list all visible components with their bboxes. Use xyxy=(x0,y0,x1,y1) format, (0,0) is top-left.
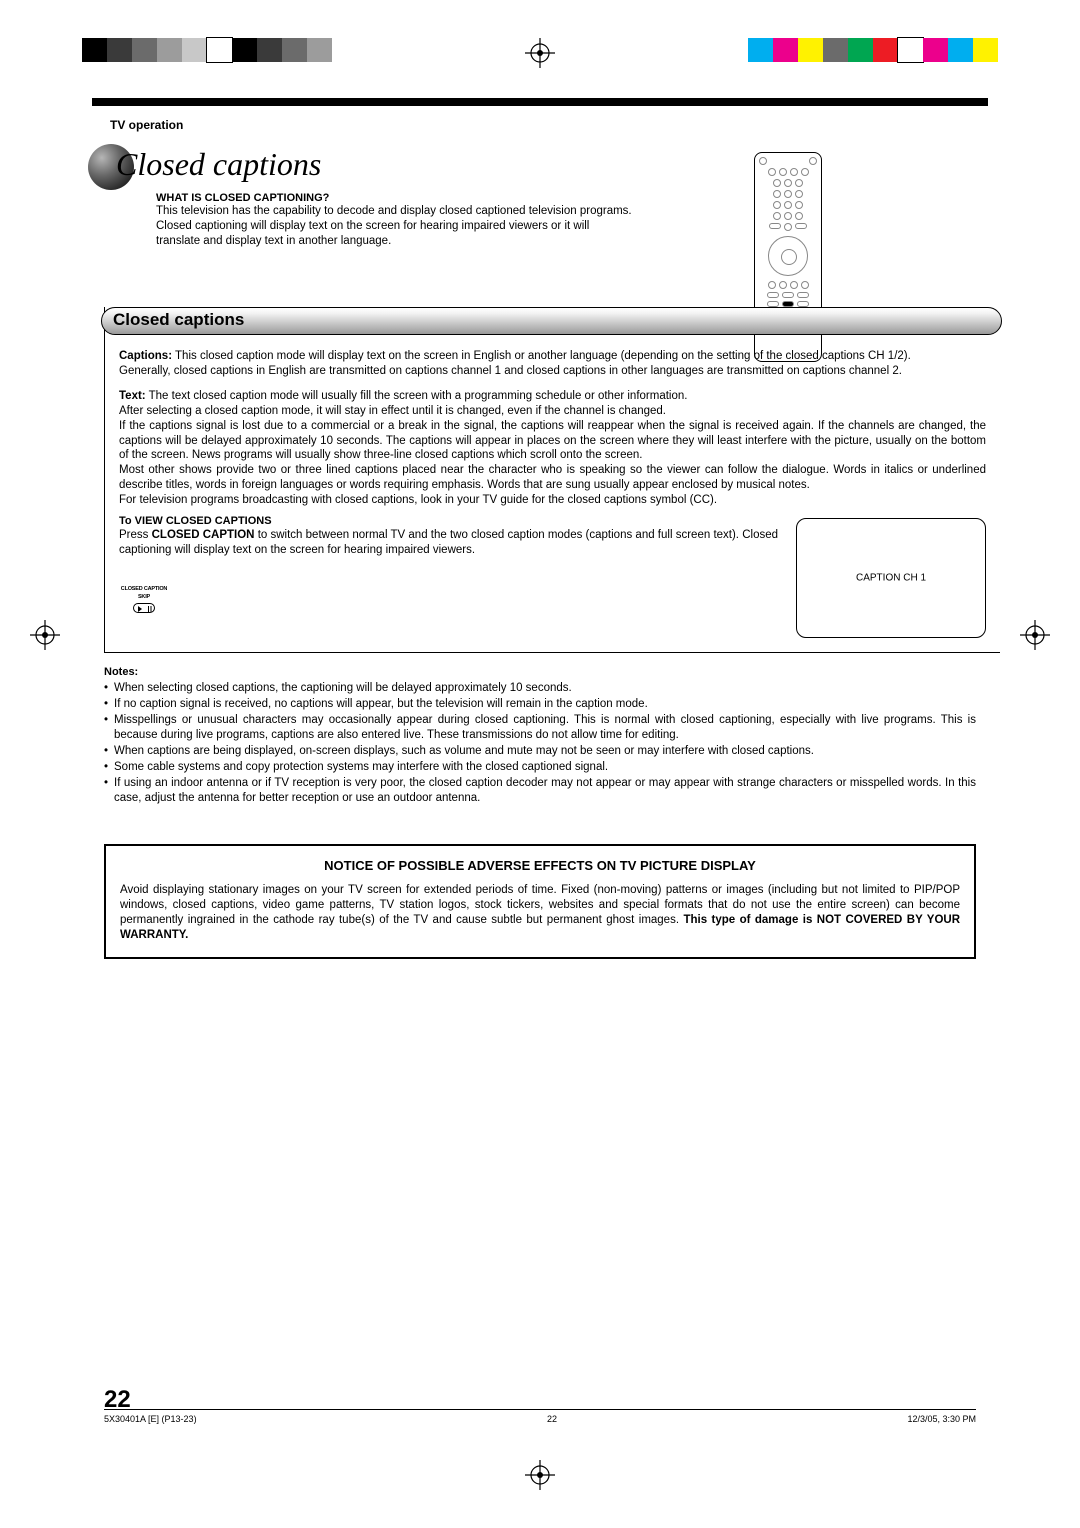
text-body-e: For television programs broadcasting wit… xyxy=(119,494,717,506)
panel-header: Closed captions xyxy=(101,307,1000,337)
closed-caption-button-icon: CLOSED CAPTION SKIP xyxy=(119,586,169,612)
page-content: TV operation Closed captions WHAT IS CLO… xyxy=(80,90,1000,1438)
registration-mark-bottom xyxy=(525,1460,555,1490)
registration-mark-left xyxy=(30,620,60,650)
text-paragraph: Text: The text closed caption mode will … xyxy=(119,389,986,509)
captions-body-b: Generally, closed captions in English ar… xyxy=(119,365,902,377)
captions-label: Captions: xyxy=(119,350,172,362)
text-body-a: The text closed caption mode will usuall… xyxy=(146,390,688,402)
header-bar xyxy=(92,98,988,106)
text-body-b: After selecting a closed caption mode, i… xyxy=(119,405,666,417)
notes-item: If using an indoor antenna or if TV rece… xyxy=(104,776,976,806)
notes-item: Misspellings or unusual characters may o… xyxy=(104,713,976,743)
notes-item: When selecting closed captions, the capt… xyxy=(104,681,976,696)
registration-swatches-right xyxy=(748,38,998,62)
registration-swatches-left xyxy=(82,38,332,62)
registration-mark-right xyxy=(1020,620,1050,650)
notice-box: NOTICE OF POSSIBLE ADVERSE EFFECTS ON TV… xyxy=(104,844,976,959)
notes-list: When selecting closed captions, the capt… xyxy=(104,681,976,806)
notice-body: Avoid displaying stationary images on yo… xyxy=(120,883,960,943)
title-row: Closed captions xyxy=(80,146,1000,196)
captions-paragraph: Captions: This closed caption mode will … xyxy=(119,349,986,379)
panel-title: Closed captions xyxy=(113,310,244,330)
closed-captions-panel: Closed captions Captions: This closed ca… xyxy=(104,307,1000,653)
tv-screen-preview: CAPTION CH 1 xyxy=(796,518,986,638)
notes-item: If no caption signal is received, no cap… xyxy=(104,697,976,712)
section-label: TV operation xyxy=(110,118,1000,132)
view-body: Press CLOSED CAPTION to switch between n… xyxy=(119,528,778,558)
what-is-body: This television has the capability to de… xyxy=(156,204,636,249)
text-body-c: If the captions signal is lost due to a … xyxy=(119,420,986,462)
what-is-block: WHAT IS CLOSED CAPTIONING? This televisi… xyxy=(156,192,636,249)
text-label: Text: xyxy=(119,390,146,402)
registration-mark-top xyxy=(525,38,555,68)
view-heading: To VIEW CLOSED CAPTIONS xyxy=(119,514,778,528)
notice-title: NOTICE OF POSSIBLE ADVERSE EFFECTS ON TV… xyxy=(120,858,960,873)
footer-line: 5X30401A [E] (P13-23) 22 12/3/05, 3:30 P… xyxy=(104,1409,976,1424)
captions-body-a: This closed caption mode will display te… xyxy=(172,350,911,362)
screen-caption-text: CAPTION CH 1 xyxy=(856,572,926,585)
notes-item: Some cable systems and copy protection s… xyxy=(104,760,976,775)
page-title: Closed captions xyxy=(116,146,321,183)
text-body-d: Most other shows provide two or three li… xyxy=(119,464,986,491)
footer-timestamp: 12/3/05, 3:30 PM xyxy=(907,1414,976,1424)
notes-block: Notes: When selecting closed captions, t… xyxy=(104,665,976,806)
footer-doc-id: 5X30401A [E] (P13-23) xyxy=(104,1414,197,1424)
notes-heading: Notes: xyxy=(104,665,976,679)
notes-item: When captions are being displayed, on-sc… xyxy=(104,744,976,759)
footer-page-small: 22 xyxy=(547,1414,557,1424)
